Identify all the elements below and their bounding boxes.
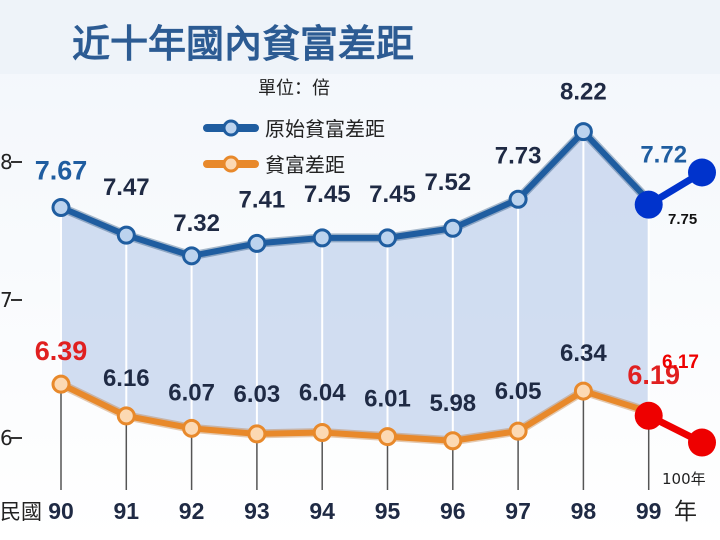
extension-year-label: 100年: [662, 470, 706, 488]
series2-data-label: 6.04: [299, 379, 346, 406]
series2-data-label: 5.98: [429, 390, 476, 417]
x-tick-label: 91: [114, 498, 140, 524]
series2-data-label: 6.16: [103, 365, 150, 392]
x-tick-label: 96: [440, 498, 466, 524]
legend-marker-series1: [222, 119, 240, 137]
series1-point: [378, 228, 397, 248]
series1-data-label: 8.22: [560, 79, 607, 106]
x-axis-prefix: 民國: [0, 500, 42, 524]
x-tick-label: 92: [179, 498, 205, 524]
series2-data-label: 6.07: [168, 379, 215, 406]
y-tick-label: 8: [0, 150, 13, 174]
title-band: [0, 0, 720, 74]
extension-red-point-100: [688, 428, 716, 457]
extension-blue-label: 7.75: [668, 211, 697, 228]
extension-blue-point-99: [634, 190, 663, 219]
unit-label: 單位：倍: [258, 78, 330, 99]
series1-point: [312, 228, 332, 248]
x-tick-label: 99: [636, 498, 662, 524]
series2-point: [573, 381, 593, 401]
extension-blue-point-100: [688, 158, 716, 187]
y-tick-label: 7: [0, 288, 13, 312]
series1-data-label: 7.72: [640, 142, 687, 169]
series1-point: [182, 246, 202, 266]
legend: 原始貧富差距 貧富差距: [203, 117, 385, 177]
series2-data-label: 6.01: [364, 386, 411, 413]
data-labels-layer: 7.67 7.47 7.32 7.41 7.45 7.45 7.52 7.73 8.22 7.72…: [35, 79, 687, 417]
series1-point: [508, 189, 528, 209]
series1-data-label: 7.45: [304, 181, 351, 208]
x-axis-suffix: 年: [674, 499, 697, 525]
series1-point: [443, 218, 463, 238]
series1-data-label: 7.41: [239, 186, 286, 213]
series2-data-label: 6.39: [35, 336, 88, 366]
series-lines-layer: [59, 127, 652, 446]
series2-point: [312, 422, 332, 442]
series2-point: [116, 406, 136, 426]
series1-data-label: 7.32: [173, 210, 220, 237]
series2-data-label: 6.19: [627, 360, 680, 390]
x-tick-label: 97: [505, 498, 531, 524]
axis-layer: 8 7 6 民國 90 91 92 93 94 95 96 97 98 99 年: [0, 150, 697, 525]
series2-point: [378, 427, 397, 447]
legend-label-series1: 原始貧富差距: [265, 117, 385, 141]
x-tick-label: 93: [244, 498, 270, 524]
series1-data-label: 7.73: [495, 142, 542, 169]
series2-data-label: 6.05: [495, 378, 542, 405]
series1-data-label: 7.52: [424, 169, 471, 196]
x-tick-label: 94: [309, 498, 335, 524]
extension-red-point-99: [634, 401, 663, 430]
series1-point: [116, 225, 136, 245]
series1-data-label: 7.47: [103, 174, 150, 201]
series2-point: [443, 431, 463, 451]
series2-point: [182, 418, 202, 438]
series1-data-label: 7.45: [369, 181, 416, 208]
y-tick-label: 6: [0, 426, 13, 450]
series2-data-label: 6.03: [234, 381, 281, 408]
series1-point: [573, 122, 593, 142]
series1-point: [51, 198, 71, 218]
series1-data-label: 7.67: [35, 156, 88, 186]
series2-point: [508, 421, 528, 441]
x-tick-label: 90: [48, 498, 74, 524]
chart-title: 近十年國內貧富差距: [72, 22, 414, 66]
series1-line: [59, 128, 651, 259]
legend-label-series2: 貧富差距: [265, 153, 345, 177]
x-tick-label: 98: [571, 498, 597, 524]
series1-point: [247, 233, 267, 253]
grid-layer: [60, 131, 650, 490]
series2-data-label: 6.34: [560, 340, 607, 367]
x-tick-label: 95: [375, 498, 401, 524]
series2-line: [59, 381, 650, 444]
extension-red-label: 6.17: [662, 352, 699, 373]
series2-point: [247, 424, 267, 444]
extension-layer: 7.75 6.17 100年: [634, 158, 716, 488]
series2-point: [51, 374, 71, 394]
legend-marker-series2: [222, 155, 240, 173]
